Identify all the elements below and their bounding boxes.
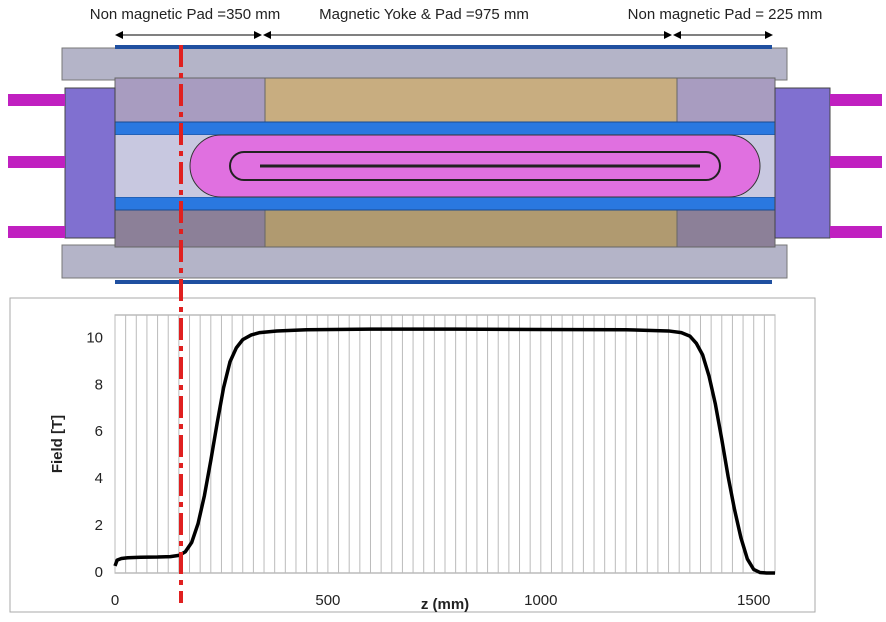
left-pad — [115, 78, 265, 122]
dimension-label: Non magnetic Pad =350 mm — [90, 6, 281, 23]
top-tube — [62, 48, 787, 80]
x-tick-label: 1500 — [737, 592, 770, 609]
dimension-label: Non magnetic Pad = 225 mm — [628, 6, 823, 23]
y-axis-label: Field [T] — [49, 415, 66, 473]
y-tick-label: 6 — [95, 423, 103, 440]
blue-band — [115, 197, 775, 210]
y-tick-label: 10 — [86, 329, 103, 346]
bolt — [8, 156, 65, 168]
magnet-drawing: Non magnetic Pad =350 mm Magnetic Yoke &… — [8, 6, 882, 282]
end-plate — [65, 88, 115, 238]
x-tick-label: 500 — [315, 592, 340, 609]
bottom-tube — [62, 245, 787, 278]
dimension-label: Magnetic Yoke & Pad =975 mm — [319, 6, 529, 23]
end-plate — [775, 88, 830, 238]
y-tick-label: 8 — [95, 376, 103, 393]
plot: 0 500 1000 1500 0 2 4 6 8 10 — [86, 315, 775, 609]
bolt — [830, 226, 882, 238]
bolt — [8, 226, 65, 238]
right-pad — [677, 78, 775, 122]
x-tick-label: 1000 — [524, 592, 557, 609]
x-tick-label: 0 — [111, 592, 119, 609]
yoke — [265, 210, 677, 247]
x-axis-label: z (mm) — [421, 596, 469, 613]
y-tick-label: 2 — [95, 517, 103, 534]
yoke — [265, 78, 677, 122]
left-pad — [115, 210, 265, 247]
bolt — [830, 156, 882, 168]
bolt — [830, 94, 882, 106]
y-tick-label: 0 — [95, 564, 103, 581]
bolt — [8, 94, 65, 106]
right-pad — [677, 210, 775, 247]
figure: Non magnetic Pad =350 mm Magnetic Yoke &… — [0, 0, 886, 617]
y-tick-label: 4 — [95, 470, 103, 487]
blue-band — [115, 122, 775, 135]
